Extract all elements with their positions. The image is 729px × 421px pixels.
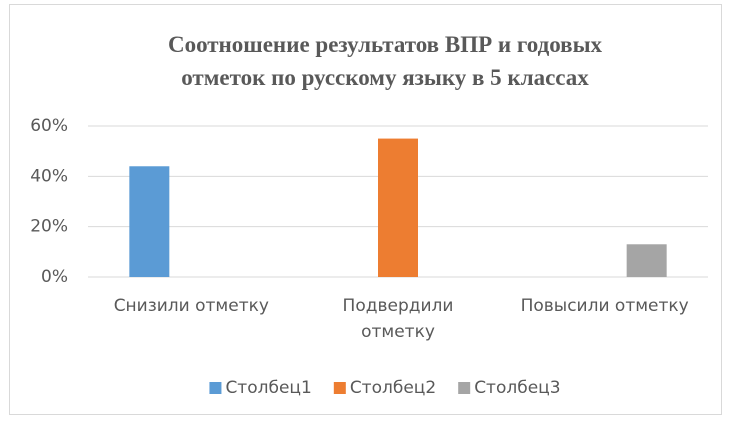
bar bbox=[626, 244, 667, 277]
chart-border bbox=[9, 4, 722, 415]
legend-item: Столбец2 bbox=[333, 378, 436, 398]
x-tick-label: Повысили отметку bbox=[521, 296, 689, 316]
bar bbox=[129, 166, 170, 277]
y-tick-label: 40% bbox=[30, 166, 68, 186]
legend-swatch bbox=[458, 382, 471, 394]
x-tick-label: Снизили отметку bbox=[114, 296, 269, 316]
legend-swatch bbox=[209, 382, 222, 394]
x-tick-label: Подвердили отметку bbox=[343, 296, 454, 342]
y-tick-label: 0% bbox=[41, 267, 68, 287]
legend-label: Столбец1 bbox=[225, 378, 311, 398]
bar bbox=[378, 138, 418, 277]
y-tick-label: 20% bbox=[30, 217, 68, 237]
y-tick-label: 60% bbox=[30, 116, 68, 136]
legend-label: Столбец2 bbox=[350, 378, 436, 398]
legend-swatch bbox=[333, 382, 346, 394]
legend-label: Столбец3 bbox=[474, 378, 560, 398]
chart-title: Соотношение результатов ВПР и годовых отм… bbox=[168, 32, 603, 90]
legend-item: Столбец3 bbox=[458, 378, 561, 398]
legend-item: Столбец1 bbox=[209, 378, 312, 398]
